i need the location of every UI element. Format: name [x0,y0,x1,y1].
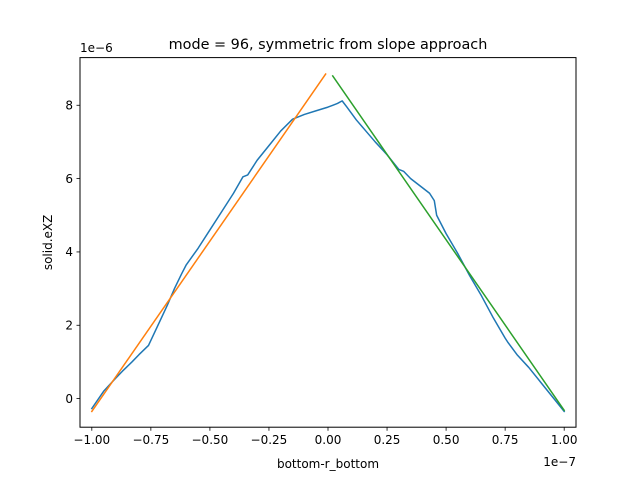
x-tick-label: 0.00 [315,433,342,447]
x-tick-label: −1.00 [73,433,110,447]
x-axis: −1.00 −0.75 −0.50 −0.25 0.00 0.25 0.50 0.75 1.00 [73,427,578,447]
x-axis-label: bottom-r_bottom [277,457,379,471]
y-tick-label: 0 [65,392,73,406]
y-axis: 0 2 4 6 8 [65,99,80,406]
y-tick-label: 2 [65,319,73,333]
y-offset-label: 1e−6 [80,41,113,55]
y-tick-label: 4 [65,245,73,259]
x-offset-label: 1e−7 [543,455,576,469]
y-axis-label: solid.eXZ [41,215,55,271]
x-tick-label: 1.00 [551,433,578,447]
y-tick-label: 8 [65,99,73,113]
x-tick-label: 0.75 [492,433,519,447]
x-tick-label: −0.75 [132,433,169,447]
x-tick-label: −0.50 [192,433,229,447]
series-line-2 [90,73,327,413]
chart-title: mode = 96, symmetric from slope approach [169,37,488,53]
x-tick-label: 0.50 [433,433,460,447]
x-tick-label: −0.25 [251,433,288,447]
series-line-3 [331,74,566,412]
series-layer [90,73,566,413]
x-tick-label: 0.25 [374,433,401,447]
y-tick-label: 6 [65,172,73,186]
